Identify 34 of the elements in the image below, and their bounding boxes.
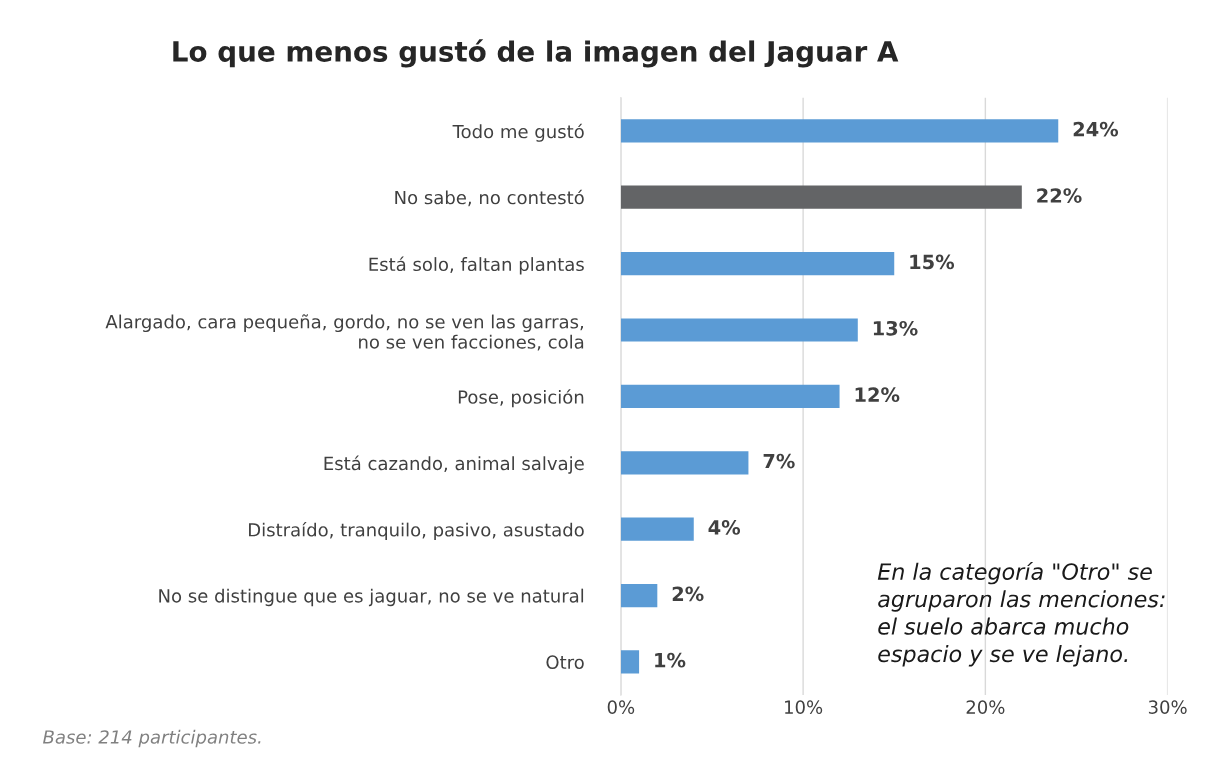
- bar: [620, 185, 1022, 209]
- y-tick-label: Pose, posición: [458, 389, 584, 408]
- x-tick-label: 30%: [1148, 700, 1187, 714]
- annotation: En la categoría "Otro" se agruparon las menciones: el suelo abarca mucho espacio y se ve lejano.: [877, 561, 1165, 667]
- x-tick-label: 20%: [966, 700, 1005, 714]
- x-tick-label: 0%: [607, 700, 635, 714]
- data-label: 24%: [1073, 121, 1119, 137]
- y-tick-label: Está solo, faltan plantas: [369, 256, 584, 275]
- bar: [620, 650, 640, 674]
- bar: [620, 252, 895, 276]
- y-tick-label: Alargado, cara pequeña, gordo, no se ven las garras, no se ven facciones, cola: [105, 314, 584, 351]
- bar: [620, 318, 858, 342]
- data-label: 12%: [855, 387, 900, 403]
- bar: [620, 384, 840, 408]
- bar: [620, 119, 1059, 143]
- x-tick-label: 10%: [785, 700, 823, 714]
- bar: [620, 451, 749, 475]
- data-label: 2%: [672, 586, 704, 602]
- data-label: 15%: [910, 254, 955, 270]
- data-label: 22%: [1037, 188, 1082, 203]
- data-label: 13%: [873, 320, 918, 336]
- text: Base: 214 participantes.: [43, 729, 261, 748]
- data-label: 7%: [763, 453, 795, 469]
- y-tick-label: Todo me gustó: [452, 123, 584, 142]
- bar: [620, 583, 658, 608]
- y-tick-label: No se distingue que es jaguar, no se ve natural: [159, 588, 584, 607]
- bar: [620, 517, 694, 541]
- data-label: 1%: [655, 652, 686, 668]
- y-tick-label: No sabe, no contestó: [395, 189, 584, 207]
- y-tick-label: Está cazando, animal salvaje: [324, 455, 584, 474]
- y-tick-label: Distraído, tranquilo, pasivo, asustado: [249, 521, 584, 541]
- y-tick-label: Otro: [546, 655, 584, 670]
- chart-title: Lo que menos gustó de la imagen del Jaguar A: [173, 39, 899, 68]
- data-label: 4%: [708, 520, 741, 535]
